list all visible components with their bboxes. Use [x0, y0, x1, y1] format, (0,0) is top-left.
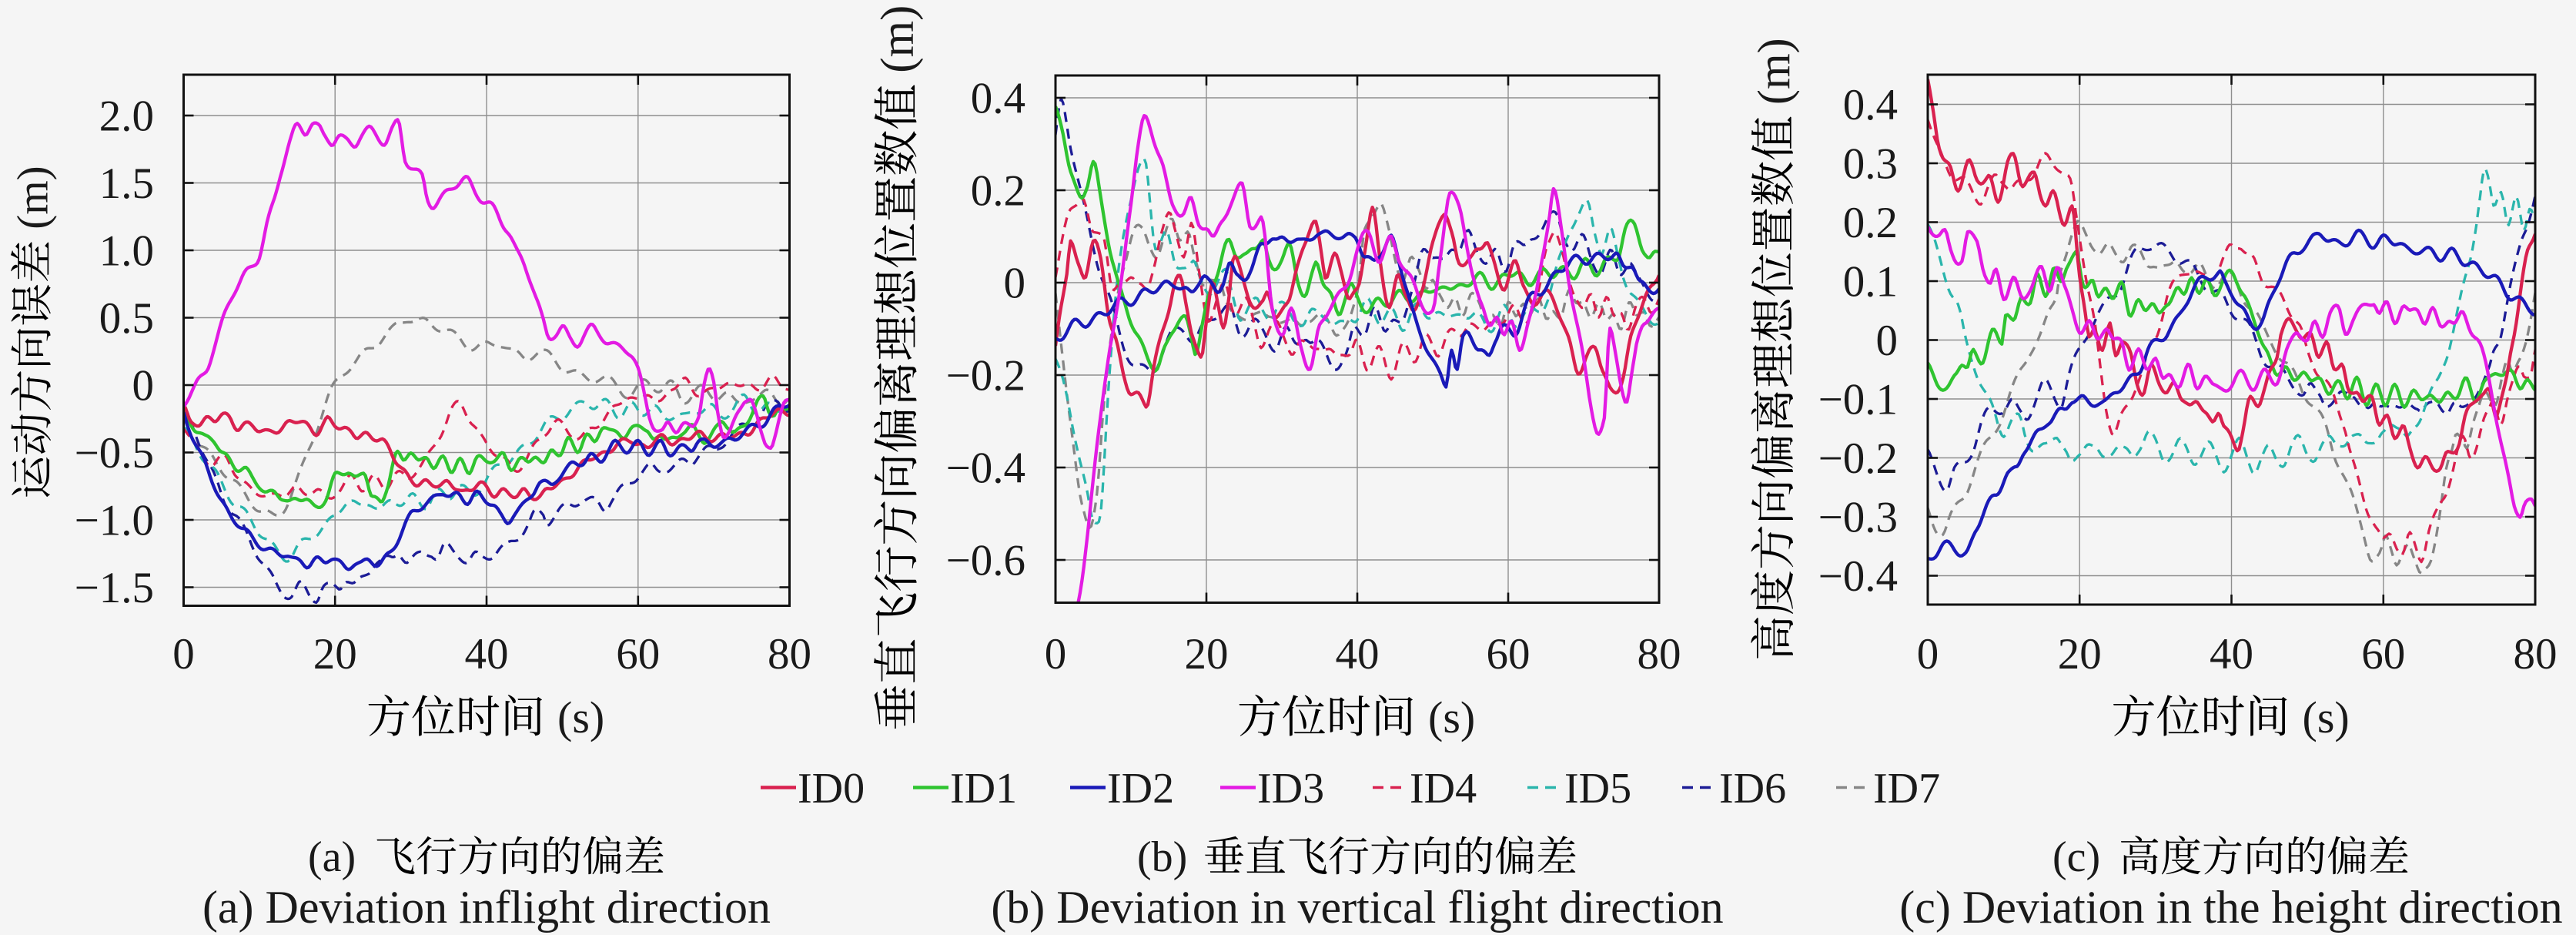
svg-text:−0.2: −0.2: [946, 352, 1025, 400]
svg-text:(c) Deviation in the height di: (c) Deviation in the height direction: [1899, 882, 2562, 933]
svg-text:80: 80: [768, 630, 811, 679]
svg-text:0.3: 0.3: [1843, 140, 1898, 189]
svg-text:−0.3: −0.3: [1818, 494, 1898, 542]
svg-text:60: 60: [1487, 630, 1531, 679]
svg-text:80: 80: [1638, 630, 1681, 679]
svg-text:ID7: ID7: [1873, 765, 1940, 813]
svg-text:(b): (b): [1137, 833, 1187, 881]
svg-text:ID1: ID1: [950, 765, 1017, 813]
svg-text:ID2: ID2: [1107, 765, 1174, 813]
svg-text:−0.5: −0.5: [75, 429, 154, 478]
svg-text:−1.5: −1.5: [75, 564, 154, 612]
svg-text:40: 40: [2210, 630, 2253, 679]
svg-text:1.0: 1.0: [99, 227, 154, 276]
svg-text:(s): (s): [1428, 692, 1475, 742]
svg-text:ID6: ID6: [1719, 765, 1786, 813]
svg-text:ID3: ID3: [1257, 765, 1324, 813]
svg-text:20: 20: [1185, 630, 1229, 679]
svg-text:60: 60: [616, 630, 660, 679]
svg-text:40: 40: [465, 630, 509, 679]
svg-text:(a): (a): [308, 833, 356, 881]
svg-text:ID0: ID0: [798, 765, 865, 813]
svg-text:(a) Deviation inflight directi: (a) Deviation inflight direction: [202, 882, 771, 933]
svg-text:20: 20: [2058, 630, 2102, 679]
svg-text:−1.0: −1.0: [75, 497, 154, 545]
svg-text:(s): (s): [557, 692, 604, 742]
svg-text:0: 0: [1004, 260, 1026, 308]
svg-text:40: 40: [1336, 630, 1380, 679]
svg-text:80: 80: [2514, 630, 2558, 679]
svg-text:(m): (m): [872, 5, 924, 73]
svg-text:(m): (m): [1748, 38, 1799, 105]
svg-text:−0.4: −0.4: [1818, 552, 1898, 601]
svg-text:(c): (c): [2052, 833, 2100, 881]
svg-text:0.4: 0.4: [1843, 81, 1898, 129]
svg-text:ID5: ID5: [1564, 765, 1631, 813]
svg-text:0: 0: [1917, 630, 1939, 679]
svg-text:20: 20: [313, 630, 357, 679]
svg-text:−0.6: −0.6: [946, 537, 1025, 585]
svg-text:(s): (s): [2303, 692, 2350, 742]
svg-text:1.5: 1.5: [99, 159, 154, 208]
svg-text:(m): (m): [8, 166, 57, 229]
svg-text:0: 0: [1045, 630, 1067, 679]
svg-text:(b) Deviation in vertical flig: (b) Deviation in vertical flight directi…: [991, 882, 1723, 933]
svg-text:0: 0: [172, 630, 195, 679]
svg-text:−0.4: −0.4: [946, 444, 1025, 493]
svg-text:2.0: 2.0: [99, 92, 154, 141]
svg-text:0.5: 0.5: [99, 294, 154, 343]
svg-text:0.2: 0.2: [1843, 199, 1898, 247]
svg-text:−0.1: −0.1: [1818, 376, 1898, 424]
svg-text:ID4: ID4: [1410, 765, 1477, 813]
svg-text:−0.2: −0.2: [1818, 434, 1898, 483]
svg-text:60: 60: [2361, 630, 2405, 679]
svg-text:0: 0: [132, 362, 155, 411]
svg-text:0.1: 0.1: [1843, 258, 1898, 307]
svg-text:0.4: 0.4: [971, 75, 1025, 123]
svg-text:0: 0: [1876, 317, 1899, 365]
svg-text:0.2: 0.2: [971, 167, 1025, 216]
